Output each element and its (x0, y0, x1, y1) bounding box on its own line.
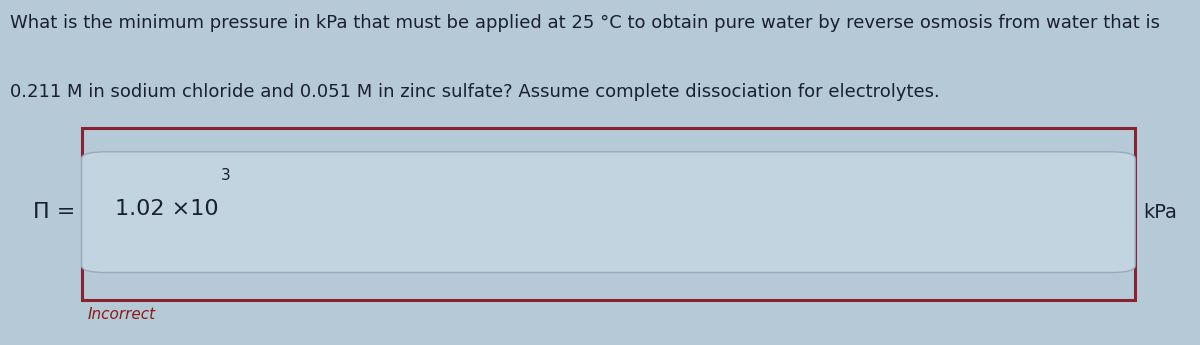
Text: 0.211 M in sodium chloride and 0.051 M in zinc sulfate? Assume complete dissocia: 0.211 M in sodium chloride and 0.051 M i… (10, 83, 940, 101)
Text: 1.02 ×10: 1.02 ×10 (115, 199, 218, 219)
Text: Π =: Π = (34, 202, 76, 222)
Text: Incorrect: Incorrect (88, 307, 156, 322)
Text: What is the minimum pressure in kPa that must be applied at 25 °C to obtain pure: What is the minimum pressure in kPa that… (10, 14, 1159, 32)
Text: kPa: kPa (1144, 203, 1177, 222)
Text: 3: 3 (221, 168, 230, 184)
FancyBboxPatch shape (82, 128, 1135, 300)
FancyBboxPatch shape (82, 152, 1135, 273)
